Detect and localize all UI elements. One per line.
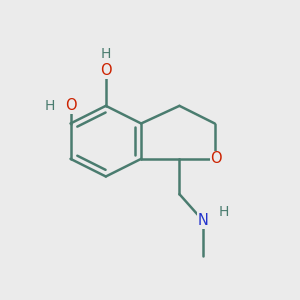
Text: O: O (100, 63, 112, 78)
Text: H: H (45, 99, 55, 113)
Text: O: O (210, 151, 222, 166)
Text: H: H (100, 47, 111, 61)
Text: O: O (65, 98, 76, 113)
Text: H: H (218, 205, 229, 219)
Text: N: N (198, 213, 208, 228)
